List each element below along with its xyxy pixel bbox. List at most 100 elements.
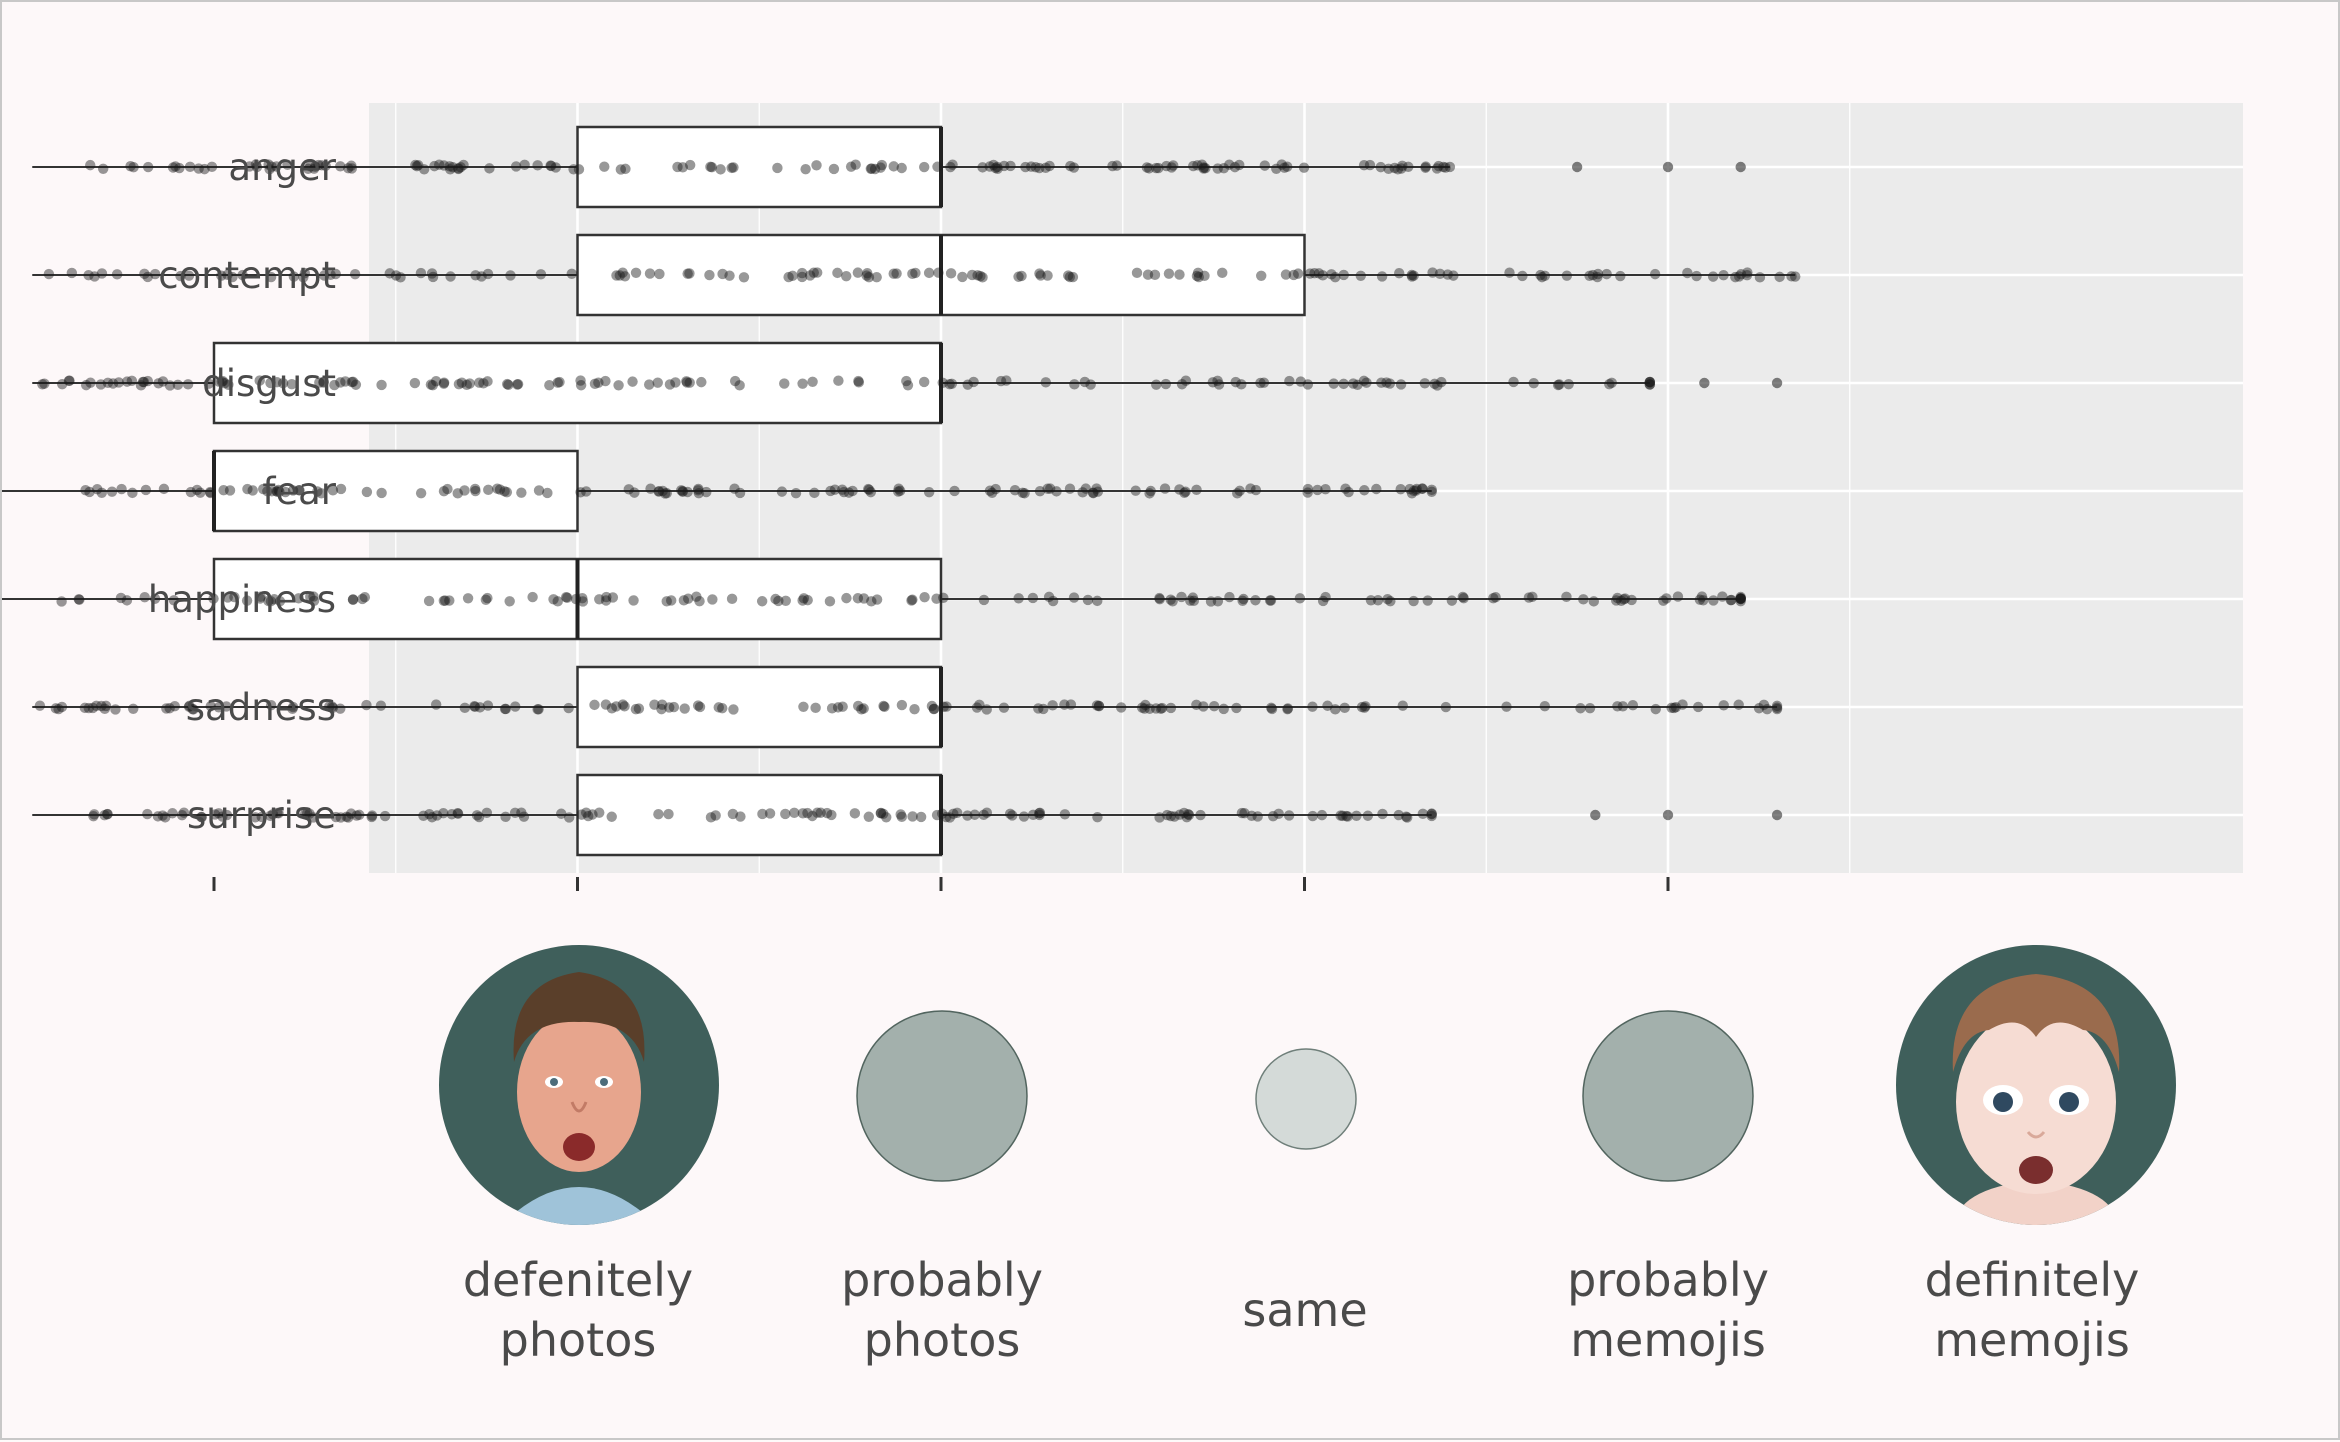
point-surprise	[951, 807, 963, 818]
point-happiness	[1626, 594, 1637, 606]
point-contempt	[1561, 270, 1573, 281]
point-happiness	[347, 594, 359, 605]
point-surprise	[1178, 807, 1190, 819]
point-fear	[1302, 487, 1313, 498]
point-sadness	[1307, 701, 1318, 712]
point-sadness	[287, 701, 299, 713]
point-contempt	[96, 268, 108, 279]
point-fear	[677, 486, 688, 497]
point-contempt	[1408, 270, 1419, 281]
point-surprise	[797, 808, 809, 819]
point-sadness	[327, 702, 339, 713]
point-surprise	[379, 810, 391, 822]
point-happiness	[462, 593, 474, 604]
point-anger	[1040, 162, 1051, 173]
point-contempt	[796, 271, 808, 283]
point-sadness	[1139, 703, 1150, 714]
point-surprise	[102, 808, 113, 820]
point-sadness	[1359, 702, 1370, 713]
point-disgust	[213, 376, 225, 387]
point-contempt	[841, 270, 852, 282]
point-sadness	[928, 703, 940, 715]
point-fear	[693, 483, 704, 495]
point-surprise	[1307, 810, 1318, 822]
point-anger	[343, 163, 354, 174]
point-surprise	[1034, 807, 1046, 819]
point-surprise	[1341, 810, 1352, 822]
point-surprise	[452, 807, 463, 819]
point-contempt	[1535, 269, 1546, 281]
point-fear	[843, 487, 855, 498]
point-disgust	[217, 376, 229, 387]
point-happiness	[562, 592, 573, 603]
point-disgust	[918, 376, 930, 388]
point-surprise	[1169, 811, 1180, 822]
point-happiness	[1013, 593, 1024, 604]
point-sadness	[469, 701, 480, 712]
point-happiness	[444, 595, 455, 606]
point-sadness	[1356, 701, 1368, 713]
point-contempt	[139, 268, 150, 280]
point-fear	[438, 486, 450, 497]
point-disgust	[1213, 379, 1225, 390]
point-sadness	[619, 701, 630, 712]
point-disgust	[85, 377, 96, 388]
point-contempt	[1304, 268, 1316, 279]
point-sadness	[1330, 704, 1341, 715]
point-happiness	[726, 593, 738, 605]
point-happiness	[1527, 591, 1538, 603]
point-fear	[776, 486, 788, 497]
point-disgust	[1563, 379, 1574, 390]
point-fear	[376, 487, 387, 499]
point-happiness	[661, 596, 672, 607]
memoji-face-icon	[1896, 945, 2176, 1225]
point-fear	[1312, 484, 1323, 496]
point-anger	[1025, 161, 1037, 172]
point-contempt	[384, 268, 395, 279]
point-fear	[677, 485, 688, 497]
point-anger	[1192, 160, 1203, 171]
point-anger	[728, 162, 739, 173]
box-surprise	[576, 773, 943, 857]
point-anger	[447, 162, 458, 173]
point-disgust	[1528, 378, 1539, 389]
point-disgust	[254, 375, 265, 386]
point-contempt	[415, 267, 427, 279]
point-fear	[272, 486, 283, 497]
point-fear	[1359, 485, 1370, 496]
point-sadness	[971, 702, 983, 713]
point-anger	[919, 161, 930, 173]
point-happiness	[770, 593, 781, 605]
point-anger	[1141, 162, 1153, 173]
point-sadness	[896, 699, 908, 711]
point-contempt	[614, 270, 626, 281]
point-contempt	[1691, 270, 1702, 282]
point-surprise	[452, 808, 464, 819]
point-fear	[1180, 486, 1191, 497]
point-sadness	[1397, 700, 1408, 711]
point-disgust	[503, 379, 514, 391]
category-label-definitely-memojis: definitely memojis	[1924, 1253, 2140, 1367]
point-disgust	[502, 378, 513, 390]
point-contempt	[175, 270, 186, 282]
point-contempt	[445, 271, 456, 282]
point-happiness	[1611, 595, 1622, 606]
point-sadness	[1584, 702, 1596, 714]
point-contempt	[804, 270, 816, 281]
point-contempt	[1191, 270, 1203, 282]
point-disgust	[696, 376, 707, 388]
point-disgust	[271, 376, 283, 388]
point-anger	[1161, 160, 1172, 172]
point-contempt	[237, 269, 248, 281]
point-happiness	[308, 595, 320, 606]
point-surprise	[1059, 809, 1071, 820]
point-sadness	[184, 700, 195, 712]
point-disgust	[223, 379, 234, 390]
point-disgust	[126, 375, 138, 386]
point-anger	[418, 164, 430, 175]
point-happiness	[1185, 595, 1196, 606]
point-anger	[410, 159, 421, 171]
point-sadness	[1033, 703, 1044, 714]
point-fear	[84, 486, 95, 498]
point-surprise	[1267, 810, 1279, 822]
